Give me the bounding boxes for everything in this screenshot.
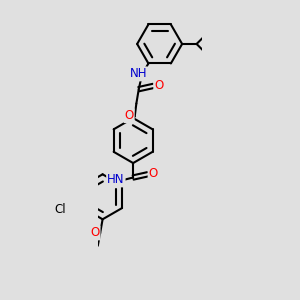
Text: O: O: [90, 226, 100, 239]
Text: Cl: Cl: [55, 203, 66, 216]
Text: HN: HN: [107, 173, 124, 186]
Text: O: O: [148, 167, 158, 180]
Text: O: O: [154, 79, 164, 92]
Text: O: O: [124, 109, 134, 122]
Text: NH: NH: [130, 68, 147, 80]
